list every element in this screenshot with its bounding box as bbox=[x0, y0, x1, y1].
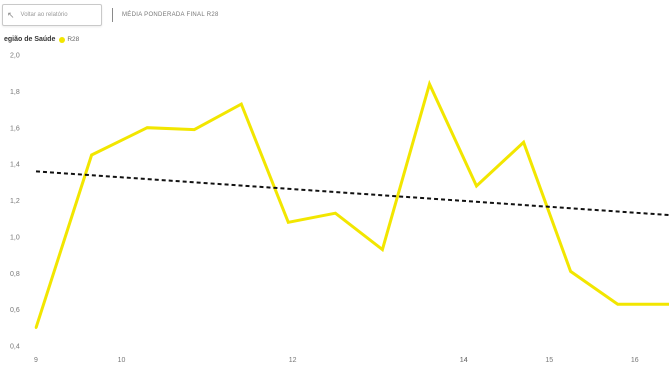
data-point bbox=[475, 184, 478, 188]
y-tick-label: 0,8 bbox=[10, 271, 20, 278]
y-tick-label: 1,8 bbox=[10, 89, 20, 96]
y-tick-label: 0,6 bbox=[10, 307, 20, 314]
back-button-label: Voltar ao relatório bbox=[20, 12, 68, 18]
data-point bbox=[569, 270, 572, 273]
back-to-report-button[interactable]: ↖ Voltar ao relatório bbox=[2, 4, 102, 26]
data-point bbox=[381, 248, 384, 251]
toolbar: ↖ Voltar ao relatório MÉDIA PONDERADA FI… bbox=[0, 0, 669, 34]
x-tick-label: 16 bbox=[631, 357, 639, 364]
x-tick-label: 14 bbox=[460, 357, 468, 364]
arrow-left-icon: ↖ bbox=[7, 9, 15, 20]
y-tick-label: 1,0 bbox=[10, 234, 20, 241]
x-tick-label: 15 bbox=[545, 357, 553, 364]
y-tick-label: 2,0 bbox=[10, 53, 20, 60]
legend: egião de Saúde R28 bbox=[4, 36, 79, 43]
x-tick-label: 9 bbox=[34, 357, 38, 364]
legend-title: egião de Saúde bbox=[4, 36, 56, 43]
legend-swatch-r28 bbox=[59, 36, 66, 43]
data-point bbox=[193, 128, 196, 131]
legend-label-r28[interactable]: R28 bbox=[67, 36, 80, 43]
data-point bbox=[522, 141, 525, 144]
y-tick-label: 1,2 bbox=[10, 198, 20, 205]
y-tick-label: 1,6 bbox=[10, 125, 20, 132]
data-point bbox=[240, 102, 243, 106]
data-point bbox=[287, 221, 290, 224]
x-tick-label: 10 bbox=[118, 357, 126, 364]
data-point bbox=[428, 82, 431, 86]
data-point bbox=[34, 326, 38, 330]
x-tick-label: 14 bbox=[460, 357, 468, 364]
toolbar-divider bbox=[112, 8, 113, 22]
y-tick-label: 0,4 bbox=[10, 344, 20, 351]
data-point bbox=[90, 153, 93, 157]
data-point bbox=[334, 212, 337, 215]
y-tick-label: 1,4 bbox=[10, 162, 20, 169]
trend-line bbox=[35, 170, 669, 217]
page-tab[interactable]: MÉDIA PONDERADA FINAL R28 bbox=[122, 12, 219, 18]
data-point bbox=[146, 126, 149, 129]
series-line-r28 bbox=[34, 79, 669, 329]
data-point bbox=[616, 302, 619, 306]
x-tick-label: 12 bbox=[289, 357, 297, 364]
